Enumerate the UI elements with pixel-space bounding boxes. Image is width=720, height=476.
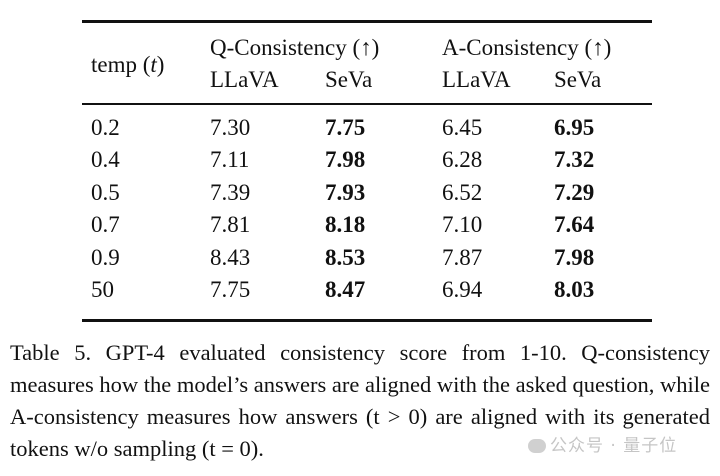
temp-var: t — [150, 52, 157, 77]
cell-q-seva: 8.47 — [325, 277, 366, 302]
cell-temp: 0.7 — [91, 212, 120, 237]
q-consistency-group-header: Q-Consistency (↑) — [210, 35, 380, 60]
cell-q-seva: 8.53 — [325, 244, 366, 270]
subheader-q-seva: SeVa — [325, 67, 373, 92]
subheader-a-seva: SeVa — [554, 67, 602, 92]
cell-a-seva: 7.98 — [554, 244, 595, 270]
cell-temp: 0.4 — [91, 147, 120, 172]
watermark: 公众号 · 量子位 — [528, 431, 677, 456]
cell-a-llava: 6.45 — [442, 114, 483, 140]
cell-a-seva: 6.95 — [554, 114, 595, 140]
cell-temp: 0.9 — [91, 244, 120, 270]
cell-temp: 0.2 — [91, 114, 120, 140]
table-row: 0.9 8.43 8.53 7.87 7.98 — [82, 243, 652, 276]
cell-a-seva: 7.32 — [554, 147, 595, 172]
cell-a-seva: 7.29 — [554, 179, 595, 205]
subheader-q-llava: LLaVA — [210, 67, 279, 92]
cell-q-llava: 7.11 — [210, 147, 250, 172]
watermark-text: 公众号 · 量子位 — [550, 436, 678, 456]
cell-q-llava: 7.30 — [210, 114, 251, 140]
temp-label: temp ( — [91, 52, 151, 77]
results-table: temp (t) Q-Consistency (↑) A-Consistency… — [82, 20, 652, 322]
cell-q-seva: 8.18 — [325, 212, 366, 237]
cell-q-llava: 8.43 — [210, 244, 251, 270]
cell-q-seva: 7.75 — [325, 114, 366, 140]
temp-close: ) — [156, 52, 165, 77]
cell-a-llava: 6.94 — [442, 277, 483, 302]
table-row: 0.4 7.11 7.98 6.28 7.32 — [82, 145, 652, 178]
cell-q-llava: 7.81 — [210, 212, 251, 237]
wechat-logo-icon — [528, 439, 546, 453]
cell-q-seva: 7.93 — [325, 179, 366, 205]
cell-temp: 50 — [91, 277, 114, 302]
table-row: 0.2 7.30 7.75 6.45 6.95 — [82, 113, 652, 146]
temp-column-header: temp (t) — [91, 52, 164, 78]
table-row: 50 7.75 8.47 6.94 8.03 — [82, 275, 652, 308]
table-body: 0.2 7.30 7.75 6.45 6.95 0.4 7.11 7.98 6.… — [82, 113, 652, 319]
table-row: 0.5 7.39 7.93 6.52 7.29 — [82, 178, 652, 211]
cell-temp: 0.5 — [91, 179, 120, 205]
caption-text: Table 5. GPT-4 evaluated consistency sco… — [10, 340, 710, 461]
top-rule — [82, 20, 652, 23]
cell-q-llava: 7.75 — [210, 277, 251, 302]
cell-a-llava: 7.10 — [442, 212, 483, 237]
cell-a-llava: 6.52 — [442, 179, 483, 205]
table-caption: Table 5. GPT-4 evaluated consistency sco… — [10, 337, 710, 465]
header-rule — [82, 103, 652, 105]
cell-q-llava: 7.39 — [210, 179, 251, 205]
table-header: temp (t) Q-Consistency (↑) A-Consistency… — [82, 23, 652, 103]
cell-q-seva: 7.98 — [325, 147, 366, 172]
table-row: 0.7 7.81 8.18 7.10 7.64 — [82, 210, 652, 243]
a-consistency-group-header: A-Consistency (↑) — [442, 35, 612, 60]
cell-a-llava: 6.28 — [442, 147, 483, 172]
cell-a-seva: 8.03 — [554, 277, 595, 302]
bottom-rule — [82, 318, 652, 322]
subheader-a-llava: LLaVA — [442, 67, 511, 92]
cell-a-seva: 7.64 — [554, 212, 595, 237]
cell-a-llava: 7.87 — [442, 244, 483, 270]
